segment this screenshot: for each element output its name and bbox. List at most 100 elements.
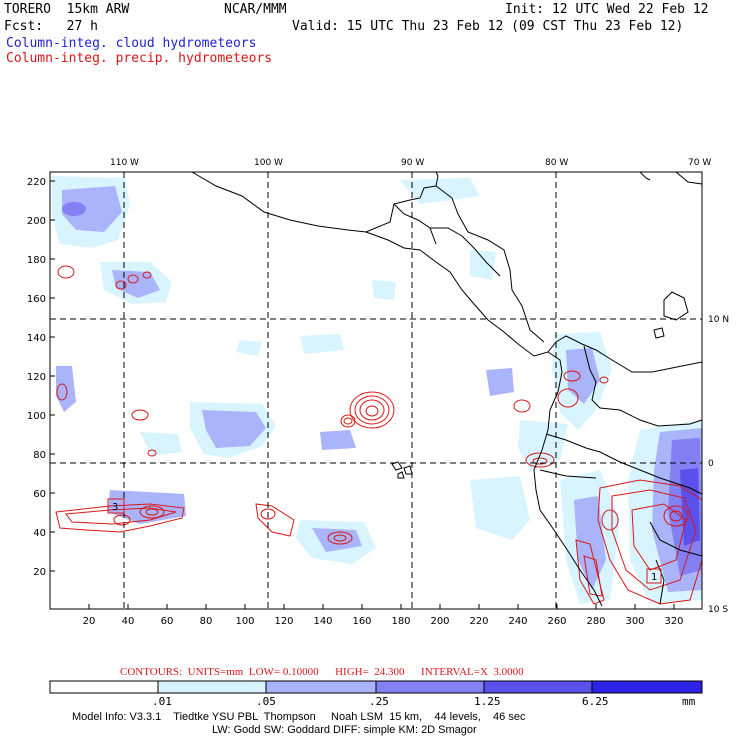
lon-label: 100 W — [254, 158, 283, 168]
precip-contour — [131, 409, 149, 421]
y-tick-label: 220 — [27, 177, 46, 188]
precip-contour — [333, 534, 347, 542]
precip-contour — [597, 479, 702, 605]
lon-label: 80 W — [545, 158, 568, 168]
lon-label: 90 W — [401, 158, 424, 168]
precip-contour — [255, 503, 295, 537]
precip-contour — [601, 509, 619, 531]
lat-label: 10 N — [708, 315, 729, 325]
cloud-area — [56, 366, 76, 412]
cloud-area — [486, 368, 514, 396]
colorbar-segment — [158, 681, 266, 693]
lon-label: 70 W — [688, 158, 711, 168]
precip-contour — [599, 376, 609, 384]
latlon-grid — [50, 172, 702, 609]
lat-labels: 10 N 0 10 S — [708, 315, 729, 615]
precip-contour — [139, 505, 165, 519]
x-tick-label: 100 — [235, 616, 254, 627]
y-tick-label: 40 — [33, 528, 46, 539]
y-tick-label: 140 — [27, 333, 46, 344]
coastline — [533, 351, 603, 607]
precip-contour — [327, 531, 353, 545]
cloud-area — [236, 340, 262, 356]
border — [583, 345, 702, 427]
coastlines — [191, 172, 702, 607]
location-box-1 — [646, 568, 662, 584]
lat-label: 0 — [708, 459, 714, 469]
precip-contour — [340, 414, 356, 428]
precip-contour — [575, 539, 605, 605]
colorbar-segment — [484, 681, 592, 693]
x-tick-marks — [88, 604, 675, 609]
precip-contour — [65, 507, 177, 525]
x-tick-label: 120 — [274, 616, 293, 627]
precip-contour — [145, 508, 159, 516]
cloud-area — [202, 410, 266, 448]
y-tick-labels: 220 200 180 160 140 120 100 80 60 40 20 — [27, 177, 46, 578]
precip-contour — [669, 510, 683, 522]
forecast-hour: Fcst: 27 h — [4, 19, 98, 34]
x-tick-label: 40 — [122, 616, 135, 627]
cloud-area — [320, 430, 356, 450]
precip-contour — [260, 508, 276, 520]
center-title: NCAR/MMM — [224, 2, 287, 17]
box-label: 3 — [112, 502, 118, 513]
colorbar-segment — [50, 681, 158, 693]
precip-contour — [115, 280, 127, 290]
physics-info-line: LW: Godd SW: Goddard DIFF: simple KM: 2D… — [212, 724, 477, 736]
cloud-area — [300, 334, 344, 354]
lat-label: 10 S — [708, 605, 728, 615]
y-tick-label: 20 — [33, 567, 46, 578]
border — [430, 227, 475, 249]
x-tick-label: 60 — [161, 616, 174, 627]
y-tick-label: 60 — [33, 489, 46, 500]
coastline — [653, 327, 665, 339]
precip-contour — [56, 383, 68, 401]
model-title: TORERO 15km ARW — [4, 2, 130, 17]
border — [393, 203, 437, 245]
colorbar — [49, 680, 703, 694]
precip-contour — [127, 274, 139, 284]
precip-contour — [343, 417, 353, 425]
precip-contours — [55, 265, 702, 605]
y-tick-label: 160 — [27, 294, 46, 305]
precip-contour — [525, 452, 555, 468]
coastline — [435, 185, 545, 343]
precip-contour — [147, 449, 157, 457]
x-tick-label: 300 — [625, 616, 644, 627]
precip-contour — [513, 399, 531, 413]
colorbar-label: .05 — [256, 695, 276, 708]
island — [397, 471, 405, 479]
coastline — [555, 335, 702, 373]
border — [539, 469, 597, 479]
precip-contour — [663, 505, 689, 527]
cloud-area — [62, 186, 122, 232]
map-plot-area — [50, 172, 702, 609]
x-tick-label: 180 — [391, 616, 410, 627]
cloud-area — [566, 348, 600, 404]
precip-contour — [142, 271, 152, 279]
x-tick-label: 140 — [313, 616, 332, 627]
coastline — [191, 172, 439, 233]
precip-contour — [365, 405, 379, 417]
y-tick-label: 80 — [33, 450, 46, 461]
x-tick-label: 260 — [547, 616, 566, 627]
border — [649, 521, 702, 557]
model-info-line: Model Info: V3.3.1 Tiedtke YSU PBL Thomp… — [72, 711, 526, 723]
x-tick-label: 20 — [83, 616, 96, 627]
precip-contour — [557, 388, 579, 408]
precip-contour — [631, 503, 687, 571]
colorbar-units: mm — [682, 695, 696, 708]
precip-contour — [563, 370, 581, 382]
x-tick-label: 280 — [586, 616, 605, 627]
location-box-3 — [107, 498, 125, 514]
precip-contour — [611, 489, 697, 591]
precip-contour — [349, 391, 395, 429]
x-tick-label: 240 — [508, 616, 527, 627]
lon-labels: 110 W 100 W 90 W 80 W 70 W — [110, 158, 711, 168]
x-tick-label: 160 — [352, 616, 371, 627]
x-tick-label: 220 — [469, 616, 488, 627]
precip-contour — [113, 514, 131, 526]
init-time: Init: 12 UTC Wed 22 Feb 12 — [505, 2, 709, 17]
